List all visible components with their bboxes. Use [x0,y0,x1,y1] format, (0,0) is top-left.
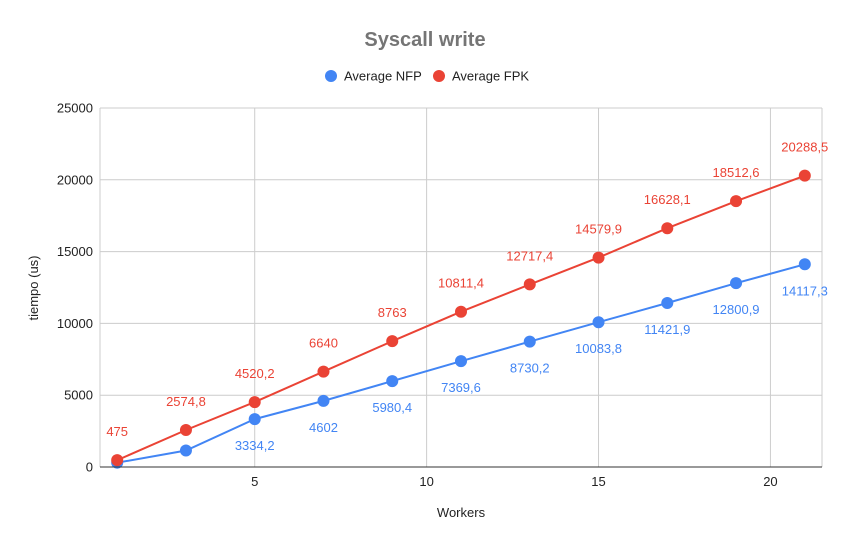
data-point-average-nfp [523,335,536,348]
data-label-average-nfp: 8730,2 [510,361,550,376]
x-axis-label: Workers [437,505,486,520]
data-label-average-nfp: 4602 [309,420,338,435]
x-axis-ticks: 5 10 15 20 [251,474,778,489]
data-point-average-nfp [386,375,399,388]
data-label-average-nfp: 7369,6 [441,380,481,395]
y-tick-label: 0 [86,460,93,475]
legend-label-fpk: Average FPK [452,69,529,84]
data-label-average-fpk: 4520,2 [235,366,275,381]
x-tick-label: 5 [251,474,258,489]
legend-label-nfp: Average NFP [344,69,422,84]
data-label-average-fpk: 16628,1 [644,192,691,207]
data-point-average-fpk [798,169,811,182]
data-point-average-fpk [592,251,605,264]
data-label-average-fpk: 6640 [309,336,338,351]
data-point-average-nfp [798,258,811,271]
gridlines [99,107,823,467]
y-tick-label: 20000 [57,172,93,187]
data-point-average-fpk [317,365,330,378]
legend-marker-nfp [325,70,337,82]
data-labels-layer: 3334,2 4602 5980,4 7369,6 8730,2 10083,8 11421… [106,140,828,453]
data-point-average-fpk [661,222,674,235]
data-point-average-fpk [248,396,261,409]
y-tick-label: 15000 [57,244,93,259]
x-tick-label: 15 [591,474,605,489]
data-point-average-fpk [386,335,399,348]
y-tick-label: 5000 [64,388,93,403]
data-label-average-fpk: 14579,9 [575,222,622,237]
data-label-average-fpk: 2574,8 [166,394,206,409]
data-point-average-fpk [455,305,467,318]
data-point-average-nfp [661,296,674,309]
y-tick-label: 25000 [57,101,93,116]
data-label-average-nfp: 10083,8 [575,341,622,356]
series-line-average-fpk [116,174,806,462]
y-axis-label: tiempo (us) [26,255,41,320]
data-point-average-fpk [179,424,192,437]
data-point-average-nfp [730,277,743,290]
x-tick-label: 10 [419,474,433,489]
legend: Average NFP Average FPK [325,69,529,84]
data-point-average-nfp [455,355,467,368]
chart-title: Syscall write [364,29,485,51]
x-tick-label: 20 [763,474,777,489]
data-point-average-fpk [523,278,536,291]
y-tick-label: 10000 [57,316,93,331]
data-label-average-nfp: 3334,2 [235,438,275,453]
data-label-average-nfp: 12800,9 [713,302,760,317]
data-point-average-fpk [730,195,743,208]
data-label-average-fpk: 12717,4 [506,248,553,263]
data-label-average-nfp: 14117,3 [782,283,828,298]
legend-marker-fpk [433,70,445,82]
data-point-average-nfp [317,394,330,407]
series-layer [111,169,811,469]
data-point-average-nfp [248,413,261,426]
data-label-average-nfp: 11421,9 [644,322,690,337]
data-label-average-fpk: 10811,4 [438,276,484,291]
data-point-average-nfp [592,316,605,329]
data-point-average-nfp [179,444,192,457]
data-label-average-fpk: 8763 [378,305,407,320]
data-label-average-fpk: 475 [106,424,128,439]
data-label-average-fpk: 18512,6 [713,165,760,180]
data-point-average-fpk [111,454,124,467]
data-label-average-fpk: 20288,5 [781,140,828,155]
y-axis-ticks: 0 5000 10000 15000 20000 25000 [57,101,93,475]
data-label-average-nfp: 5980,4 [372,400,412,415]
